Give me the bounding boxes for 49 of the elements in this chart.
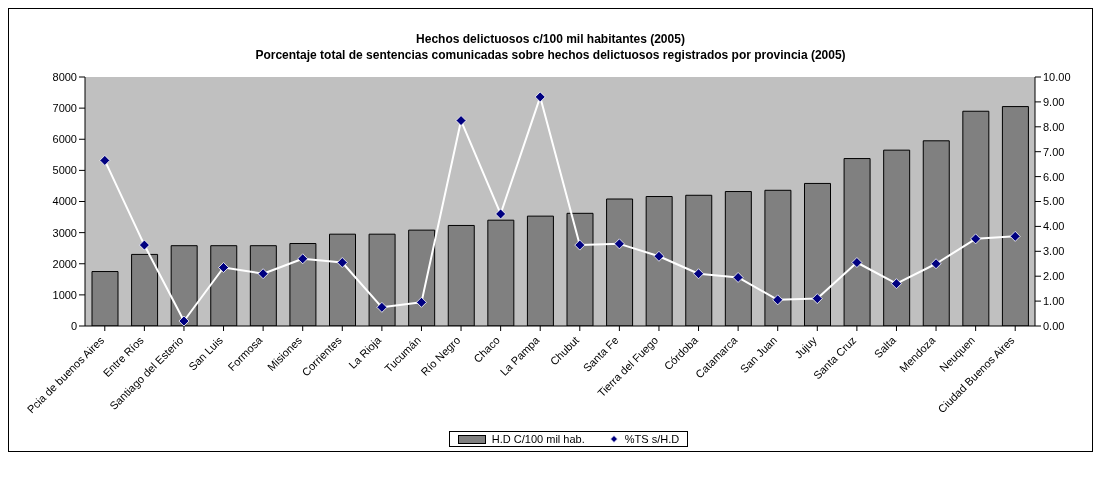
point <box>257 268 269 280</box>
y-tick-label: 4000 <box>52 195 77 208</box>
legend-label: %TS s/H.D <box>624 433 680 445</box>
y2-tick-label: 4.00 <box>1043 220 1065 233</box>
y-tick-label: 7000 <box>52 102 77 115</box>
y-tick-label: 5000 <box>52 164 77 177</box>
point <box>178 315 190 326</box>
y-tick-label: 0 <box>70 319 77 332</box>
y-tick-label: 8000 <box>52 70 77 83</box>
chart-title: Hechos delictuosos c/100 mil habitantes (2005) <box>415 31 686 47</box>
point <box>732 272 744 283</box>
point <box>653 250 665 262</box>
y2-tick-label: 5.00 <box>1043 195 1065 208</box>
y-tick-label: 6000 <box>52 133 77 146</box>
point <box>376 301 388 313</box>
y2-tick-label: 8.00 <box>1043 120 1065 133</box>
point <box>138 239 150 251</box>
y-tick-label: 3000 <box>52 226 77 239</box>
point <box>297 253 309 265</box>
x-tick-label: San Luis <box>186 333 226 373</box>
y2-tick-label: 0.00 <box>1043 319 1065 332</box>
point <box>495 208 507 220</box>
point <box>772 294 784 306</box>
y2-tick-label: 1.00 <box>1043 295 1065 308</box>
point <box>693 268 704 280</box>
y2-tick-label: 9.00 <box>1043 95 1065 108</box>
y2-tick-label: 2.00 <box>1043 270 1065 283</box>
point <box>970 233 982 245</box>
point <box>336 257 348 268</box>
point <box>930 258 942 270</box>
y2-tick-label: 3.00 <box>1043 245 1065 258</box>
point <box>811 293 823 305</box>
y-tick-label: 2000 <box>52 257 77 270</box>
point <box>891 278 902 290</box>
point <box>416 296 427 308</box>
point <box>534 91 546 103</box>
point <box>1009 230 1021 242</box>
point <box>218 262 229 273</box>
legend-label: H.D C/100 mil hab. <box>491 433 585 445</box>
point <box>851 257 863 268</box>
y2-tick-label: 6.00 <box>1043 170 1065 183</box>
point <box>574 239 586 251</box>
y-tick-label: 1000 <box>52 288 77 301</box>
y2-tick-label: 10.00 <box>1043 70 1071 83</box>
point <box>613 238 625 250</box>
y2-tick-label: 7.00 <box>1043 145 1065 158</box>
point <box>455 115 467 126</box>
point <box>99 155 111 166</box>
chart-subtitle: Porcentaje total de sentencias comunicadas sobre hechos delictuosos registrados por provincia (2005) <box>254 47 847 63</box>
